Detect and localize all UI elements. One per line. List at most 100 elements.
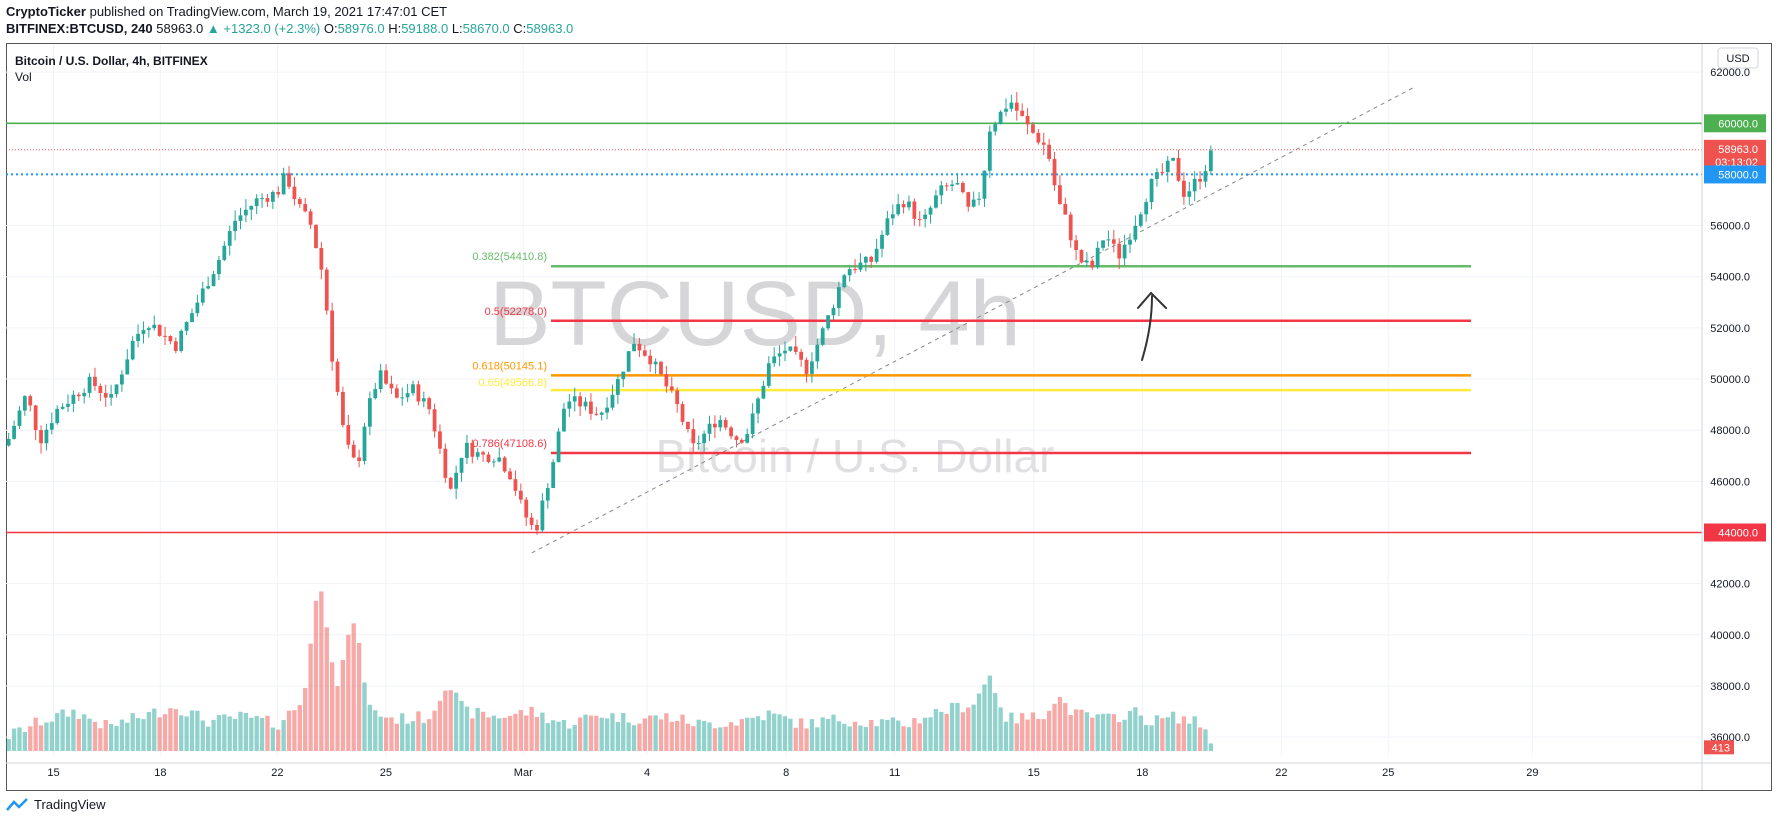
candle-body[interactable]	[1138, 214, 1143, 226]
candle-body[interactable]	[405, 393, 410, 398]
candle-body[interactable]	[1052, 158, 1057, 186]
candle-body[interactable]	[276, 192, 281, 195]
candle-body[interactable]	[270, 192, 275, 202]
candle-body[interactable]	[928, 207, 933, 215]
candle-body[interactable]	[615, 379, 620, 395]
candle-body[interactable]	[863, 256, 868, 263]
candle-body[interactable]	[157, 324, 162, 336]
candle-body[interactable]	[880, 234, 884, 249]
candle-body[interactable]	[1095, 247, 1100, 268]
currency-button[interactable]	[1717, 47, 1759, 69]
candle-body[interactable]	[17, 410, 22, 426]
candle-body[interactable]	[610, 394, 615, 408]
candle-body[interactable]	[394, 388, 399, 398]
candle-body[interactable]	[1192, 178, 1197, 192]
candle-body[interactable]	[912, 201, 917, 219]
candle-body[interactable]	[788, 346, 793, 351]
candle-body[interactable]	[465, 442, 469, 458]
candle-body[interactable]	[378, 370, 383, 390]
candle-body[interactable]	[475, 452, 480, 457]
candle-body[interactable]	[508, 471, 512, 480]
candle-body[interactable]	[572, 396, 577, 402]
candle-body[interactable]	[675, 390, 680, 405]
candle-body[interactable]	[1171, 157, 1176, 161]
candle-body[interactable]	[303, 204, 308, 212]
candle-body[interactable]	[890, 214, 895, 219]
candle-body[interactable]	[1133, 225, 1138, 240]
candle-body[interactable]	[44, 429, 49, 444]
candle-body[interactable]	[76, 394, 81, 397]
candle-body[interactable]	[648, 355, 653, 365]
candle-body[interactable]	[815, 344, 820, 362]
candle-body[interactable]	[109, 394, 114, 398]
candle-body[interactable]	[869, 256, 874, 262]
candle-body[interactable]	[955, 183, 960, 185]
candle-body[interactable]	[993, 124, 998, 132]
candle-body[interactable]	[696, 443, 701, 445]
candle-body[interactable]	[66, 403, 70, 407]
candle-body[interactable]	[545, 488, 550, 501]
candle-body[interactable]	[260, 198, 264, 200]
candle-body[interactable]	[729, 427, 733, 437]
candle-body[interactable]	[125, 359, 130, 375]
candle-body[interactable]	[93, 376, 97, 387]
candle-body[interactable]	[772, 356, 777, 364]
candle-body[interactable]	[847, 269, 852, 276]
candle-body[interactable]	[761, 385, 766, 399]
candle-body[interactable]	[1144, 202, 1149, 215]
candle-body[interactable]	[432, 409, 437, 432]
candle-body[interactable]	[702, 433, 707, 444]
candle-body[interactable]	[443, 448, 448, 478]
candle-body[interactable]	[1106, 239, 1111, 241]
candle-body[interactable]	[756, 398, 760, 414]
candle-body[interactable]	[292, 186, 297, 200]
candle-body[interactable]	[599, 412, 604, 415]
candle-body[interactable]	[680, 404, 685, 422]
candle-body[interactable]	[502, 457, 507, 472]
candle-body[interactable]	[55, 408, 60, 424]
candle-body[interactable]	[837, 287, 841, 308]
candle-body[interactable]	[556, 431, 561, 463]
candle-body[interactable]	[1117, 243, 1122, 259]
candle-body[interactable]	[982, 170, 987, 199]
candle-body[interactable]	[1063, 203, 1068, 215]
candle-body[interactable]	[659, 361, 663, 375]
candle-body[interactable]	[594, 413, 599, 415]
candle-body[interactable]	[238, 215, 243, 221]
candle-body[interactable]	[163, 335, 167, 337]
candle-body[interactable]	[179, 330, 184, 351]
candle-body[interactable]	[136, 333, 140, 341]
candle-body[interactable]	[1031, 124, 1035, 133]
candle-body[interactable]	[896, 204, 901, 215]
candle-body[interactable]	[438, 431, 442, 449]
candle-body[interactable]	[1058, 185, 1062, 204]
candle-body[interactable]	[427, 398, 432, 410]
candle-body[interactable]	[1084, 260, 1089, 263]
candle-body[interactable]	[222, 245, 227, 260]
candle-body[interactable]	[632, 343, 636, 352]
candle-body[interactable]	[524, 499, 529, 518]
candle-body[interactable]	[723, 420, 728, 428]
candle-body[interactable]	[966, 192, 971, 207]
candle-body[interactable]	[459, 457, 464, 473]
candle-body[interactable]	[1187, 191, 1192, 197]
candle-body[interactable]	[1160, 172, 1165, 174]
candle-body[interactable]	[39, 430, 43, 444]
candle-body[interactable]	[621, 371, 626, 380]
candle-body[interactable]	[513, 479, 518, 491]
candle-body[interactable]	[227, 231, 232, 246]
candle-body[interactable]	[853, 269, 857, 271]
candle-body[interactable]	[874, 248, 879, 262]
candle-body[interactable]	[324, 269, 329, 311]
candle-body[interactable]	[297, 199, 302, 205]
candle-body[interactable]	[362, 426, 367, 461]
candle-body[interactable]	[281, 173, 286, 195]
candle-body[interactable]	[200, 288, 205, 303]
candle-body[interactable]	[734, 436, 739, 440]
chart-frame[interactable]	[6, 43, 1772, 791]
candle-body[interactable]	[842, 275, 847, 288]
candle-body[interactable]	[287, 173, 291, 187]
candle-body[interactable]	[49, 423, 54, 430]
candle-body[interactable]	[793, 346, 798, 352]
candle-body[interactable]	[114, 384, 119, 395]
